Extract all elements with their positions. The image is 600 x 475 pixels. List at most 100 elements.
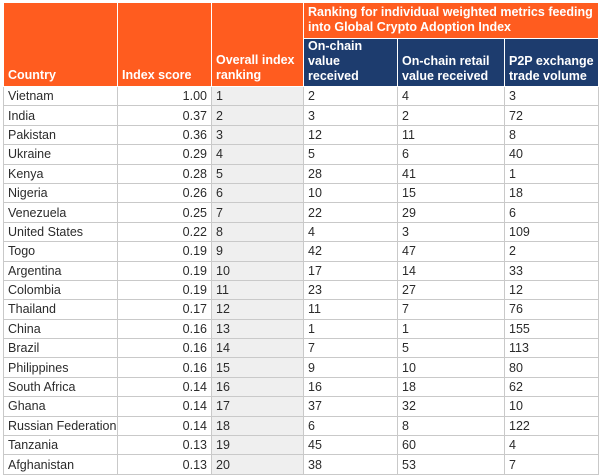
cell-country: United States xyxy=(3,221,118,243)
cell-index-score: 0.28 xyxy=(117,163,212,184)
cell-onchain-retail: 41 xyxy=(397,163,505,184)
cell-country: China xyxy=(3,318,118,340)
cell-overall-ranking: 10 xyxy=(211,260,304,281)
table-row: Vietnam 1.00 1 2 4 3 xyxy=(3,85,600,107)
cell-p2p-volume: 1 xyxy=(503,163,600,184)
cell-onchain-value: 10 xyxy=(303,182,398,204)
cell-country: Vietnam xyxy=(3,85,118,107)
cell-onchain-value: 16 xyxy=(303,376,398,398)
cell-onchain-retail: 5 xyxy=(397,338,505,359)
cell-p2p-volume: 2 xyxy=(503,241,600,262)
cell-overall-ranking: 1 xyxy=(211,85,304,107)
cell-country: Ukraine xyxy=(3,144,118,165)
table-row: Tanzania 0.13 19 45 60 4 xyxy=(3,435,600,456)
cell-p2p-volume: 72 xyxy=(503,105,600,126)
cell-onchain-value: 45 xyxy=(303,435,398,456)
cell-p2p-volume: 4 xyxy=(503,435,600,456)
cell-country: Ghana xyxy=(3,396,118,417)
cell-p2p-volume: 8 xyxy=(503,124,600,146)
cell-onchain-retail: 11 xyxy=(397,124,505,146)
cell-country: Togo xyxy=(3,241,118,262)
header-overall-ranking: Overall index ranking xyxy=(211,2,304,87)
table-row: Kenya 0.28 5 28 41 1 xyxy=(3,163,600,184)
cell-onchain-value: 2 xyxy=(303,85,398,107)
table-row: Russian Federation 0.14 18 6 8 122 xyxy=(3,415,600,437)
cell-p2p-volume: 76 xyxy=(503,299,600,320)
cell-p2p-volume: 155 xyxy=(503,318,600,340)
table-row: United States 0.22 8 4 3 109 xyxy=(3,221,600,243)
cell-overall-ranking: 4 xyxy=(211,144,304,165)
header-country: Country xyxy=(3,2,118,87)
crypto-adoption-table: Country Index score Overall index rankin… xyxy=(3,2,600,475)
cell-country: Philippines xyxy=(3,357,118,378)
cell-country: Nigeria xyxy=(3,182,118,204)
cell-onchain-retail: 29 xyxy=(397,202,505,223)
cell-onchain-retail: 8 xyxy=(397,415,505,437)
table-row: Venezuela 0.25 7 22 29 6 xyxy=(3,202,600,223)
table-row: Ghana 0.14 17 37 32 10 xyxy=(3,396,600,417)
cell-country: South Africa xyxy=(3,376,118,398)
cell-index-score: 0.19 xyxy=(117,260,212,281)
cell-overall-ranking: 7 xyxy=(211,202,304,223)
cell-overall-ranking: 9 xyxy=(211,241,304,262)
cell-onchain-value: 23 xyxy=(303,279,398,301)
cell-index-score: 0.26 xyxy=(117,182,212,204)
cell-onchain-retail: 6 xyxy=(397,144,505,165)
cell-onchain-retail: 27 xyxy=(397,279,505,301)
cell-onchain-value: 5 xyxy=(303,144,398,165)
cell-p2p-volume: 109 xyxy=(503,221,600,243)
table-row: China 0.16 13 1 1 155 xyxy=(3,318,600,340)
cell-p2p-volume: 113 xyxy=(503,338,600,359)
cell-p2p-volume: 62 xyxy=(503,376,600,398)
cell-p2p-volume: 80 xyxy=(503,357,600,378)
cell-overall-ranking: 12 xyxy=(211,299,304,320)
cell-overall-ranking: 3 xyxy=(211,124,304,146)
cell-onchain-value: 11 xyxy=(303,299,398,320)
cell-p2p-volume: 33 xyxy=(503,260,600,281)
cell-overall-ranking: 13 xyxy=(211,318,304,340)
cell-country: Russian Federation xyxy=(3,415,118,437)
table-row: Argentina 0.19 10 17 14 33 xyxy=(3,260,600,281)
table-row: India 0.37 2 3 2 72 xyxy=(3,105,600,126)
cell-onchain-value: 22 xyxy=(303,202,398,223)
cell-onchain-retail: 32 xyxy=(397,396,505,417)
cell-p2p-volume: 40 xyxy=(503,144,600,165)
cell-overall-ranking: 5 xyxy=(211,163,304,184)
cell-p2p-volume: 3 xyxy=(503,85,600,107)
cell-overall-ranking: 18 xyxy=(211,415,304,437)
cell-onchain-retail: 47 xyxy=(397,241,505,262)
header-row-sub: On-chain value received On-chain retail … xyxy=(4,38,600,87)
cell-onchain-value: 12 xyxy=(303,124,398,146)
cell-overall-ranking: 11 xyxy=(211,279,304,301)
cell-onchain-value: 1 xyxy=(303,318,398,340)
cell-onchain-value: 3 xyxy=(303,105,398,126)
cell-country: Thailand xyxy=(3,299,118,320)
cell-index-score: 0.22 xyxy=(117,221,212,243)
cell-index-score: 0.25 xyxy=(117,202,212,223)
header-metrics-group: Ranking for individual weighted metrics … xyxy=(302,2,600,39)
header-index-score: Index score xyxy=(117,2,212,87)
cell-p2p-volume: 12 xyxy=(503,279,600,301)
cell-onchain-retail: 60 xyxy=(397,435,505,456)
cell-onchain-retail: 15 xyxy=(397,182,505,204)
cell-overall-ranking: 19 xyxy=(211,435,304,456)
cell-overall-ranking: 14 xyxy=(211,338,304,359)
cell-index-score: 0.13 xyxy=(117,435,212,456)
cell-index-score: 0.36 xyxy=(117,124,212,146)
cell-overall-ranking: 6 xyxy=(211,182,304,204)
table-row: Thailand 0.17 12 11 7 76 xyxy=(3,299,600,320)
cell-country: Brazil xyxy=(3,338,118,359)
cell-onchain-value: 6 xyxy=(303,415,398,437)
cell-index-score: 0.14 xyxy=(117,415,212,437)
cell-onchain-retail: 1 xyxy=(397,318,505,340)
cell-index-score: 0.16 xyxy=(117,357,212,378)
table-row: Nigeria 0.26 6 10 15 18 xyxy=(3,182,600,204)
cell-overall-ranking: 2 xyxy=(211,105,304,126)
cell-overall-ranking: 17 xyxy=(211,396,304,417)
cell-overall-ranking: 8 xyxy=(211,221,304,243)
cell-index-score: 0.37 xyxy=(117,105,212,126)
cell-onchain-value: 7 xyxy=(303,338,398,359)
cell-country: Pakistan xyxy=(3,124,118,146)
cell-onchain-value: 37 xyxy=(303,396,398,417)
cell-index-score: 0.16 xyxy=(117,338,212,359)
